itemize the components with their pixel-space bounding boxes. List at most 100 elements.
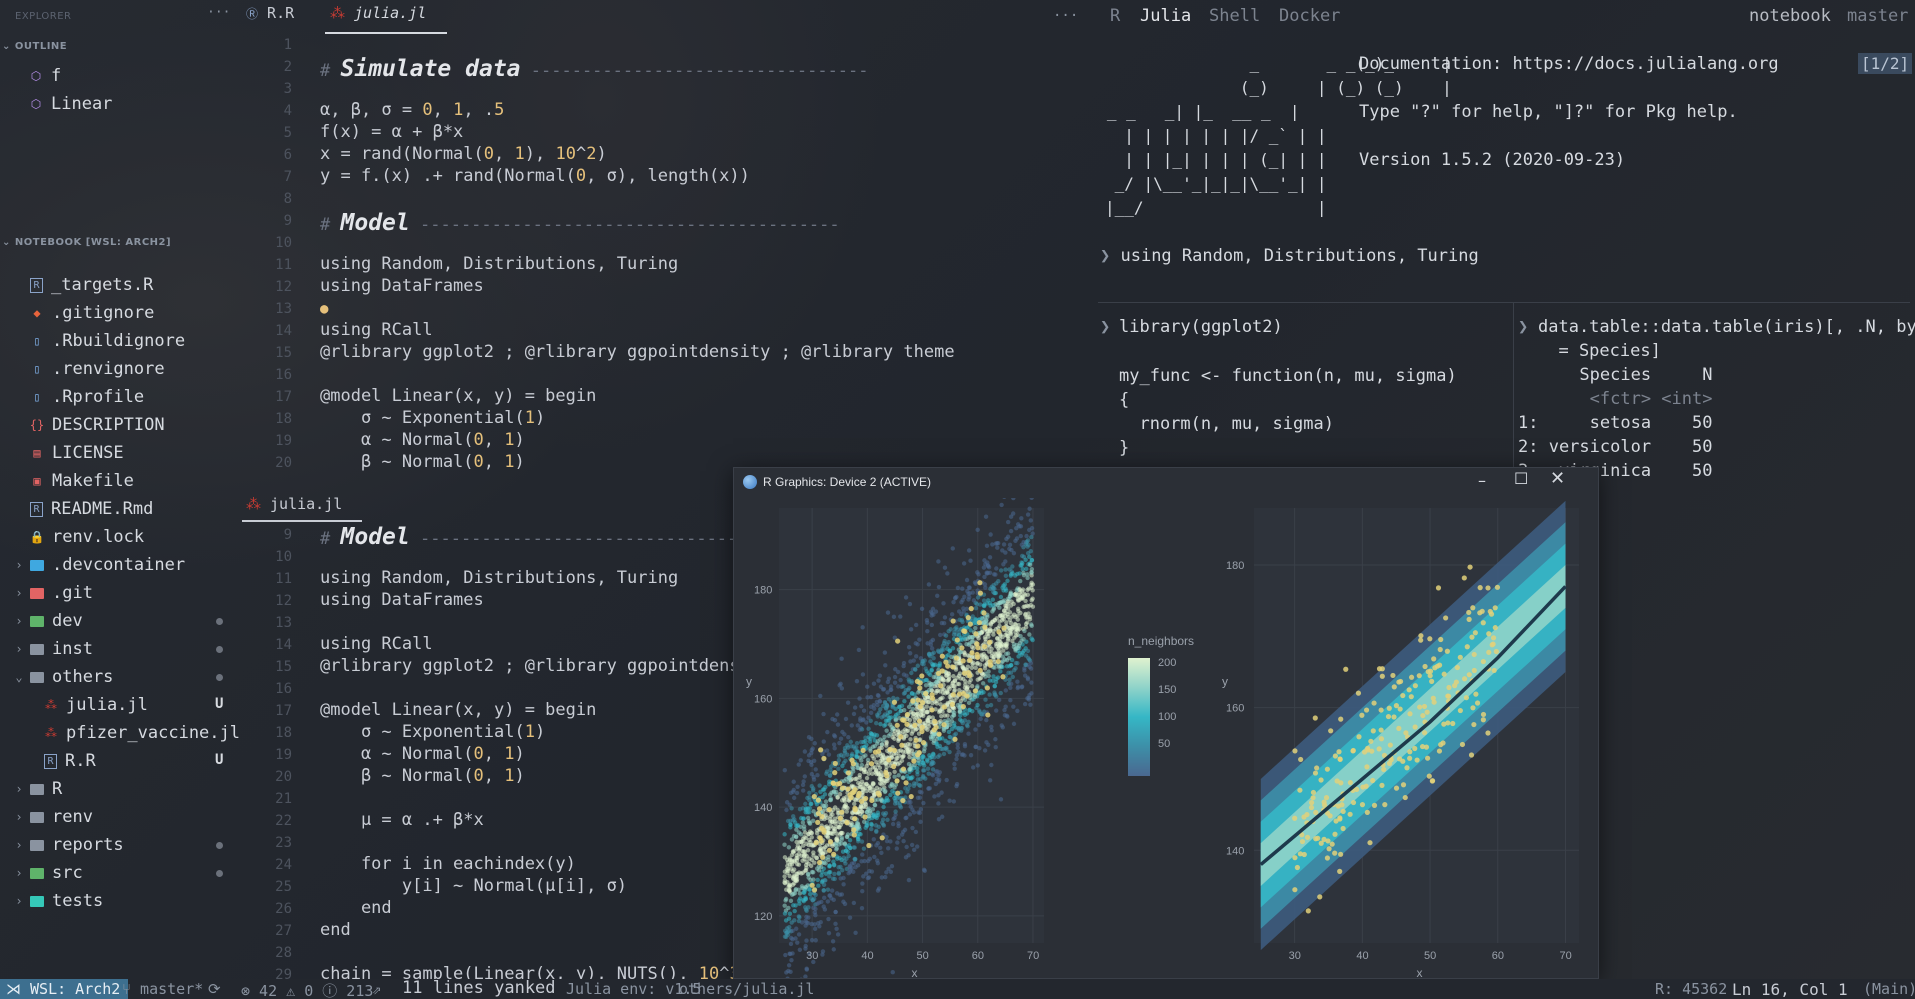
sample-point [929, 707, 935, 713]
cursor-position[interactable]: Ln 16, Col 1 [1732, 980, 1848, 999]
density-point [800, 848, 805, 854]
folder-item[interactable]: › src [12, 859, 82, 887]
density-point [811, 870, 816, 875]
graphics-titlebar[interactable]: R Graphics: Device 2 (ACTIVE) – ☐ ✕ [734, 468, 1598, 498]
untracked-badge: U [215, 696, 224, 712]
r-session[interactable]: R: 45362 [1655, 980, 1728, 998]
sample-point [950, 692, 956, 698]
density-point [961, 561, 967, 566]
density-point [1004, 664, 1010, 669]
file-item[interactable]: ▯ .Rbuildignore [26, 327, 185, 355]
density-point [892, 635, 898, 640]
density-point [1017, 626, 1022, 632]
density-point [918, 807, 924, 812]
remote-indicator[interactable]: ⋊ WSL: Arch2 [0, 979, 129, 999]
sample-point [900, 797, 906, 804]
file-item[interactable]: ◆ .gitignore [26, 299, 154, 327]
density-point [1026, 697, 1032, 702]
file-item[interactable]: R _targets.R [26, 271, 153, 299]
density-point [926, 699, 932, 705]
sync-icon[interactable]: ⟳ [208, 980, 221, 998]
sample-point [1376, 746, 1382, 752]
folder-item[interactable]: › renv [12, 803, 93, 831]
folder-item[interactable]: › dev [12, 607, 82, 635]
sample-point [1337, 868, 1343, 874]
file-item[interactable]: ▯ .Rprofile [26, 383, 144, 411]
tab-repl-shell[interactable]: Shell [1209, 6, 1261, 26]
sample-point [1356, 734, 1362, 740]
tab-notebook[interactable]: notebook [1749, 6, 1831, 26]
r-logo-icon [743, 475, 757, 489]
density-point [876, 710, 882, 716]
sample-point [1335, 803, 1341, 809]
problems-indicator[interactable]: ⊗ 42 ⚠ 0 ⓘ 213 [241, 982, 374, 999]
sample-point [1370, 777, 1376, 784]
r-graphics-window[interactable]: R Graphics: Device 2 (ACTIVE) – ☐ ✕ 180 1… [733, 467, 1599, 979]
density-point [812, 926, 818, 932]
close-button[interactable]: ✕ [1550, 468, 1566, 489]
editor-more-button[interactable]: ··· [1053, 8, 1079, 24]
sample-point [1338, 780, 1344, 786]
line-number: 28 [275, 945, 292, 961]
sample-point [1297, 851, 1303, 857]
density-point [1003, 573, 1009, 579]
code-line: using Random, Distributions, Turing [320, 254, 679, 274]
minimize-button[interactable]: – [1478, 471, 1486, 490]
outline-section[interactable]: ⌄ OUTLINE [2, 41, 67, 52]
sample-point [1001, 625, 1007, 631]
density-point [959, 599, 964, 605]
density-point [827, 864, 832, 869]
file-item[interactable]: ▤ LICENSE [26, 439, 123, 467]
density-point [874, 843, 879, 848]
tab-repl-docker[interactable]: Docker [1279, 6, 1341, 26]
density-point [843, 861, 848, 866]
explorer-more-button[interactable]: ··· [207, 5, 231, 20]
notebook-section[interactable]: ⌄ NOTEBOOK [WSL: ARCH2] [2, 237, 171, 248]
folder-item[interactable]: ⌄ others [12, 663, 113, 691]
density-point [991, 583, 996, 588]
outline-item-linear[interactable]: ⬡ Linear [25, 90, 113, 118]
density-point [960, 665, 965, 670]
density-point [786, 887, 792, 893]
density-point [936, 676, 941, 681]
folder-item[interactable]: › tests [12, 887, 103, 915]
density-point [939, 790, 944, 795]
sample-point [886, 757, 892, 763]
outline-item-f[interactable]: ⬡ f [25, 62, 62, 90]
file-item[interactable]: {} DESCRIPTION [26, 411, 165, 439]
file-item[interactable]: R README.Rmd [26, 495, 153, 523]
folder-item[interactable]: › reports [12, 831, 123, 859]
tab-repl-r[interactable]: R [1110, 6, 1121, 26]
file-item[interactable]: 🔒 renv.lock [26, 523, 145, 551]
density-point [783, 896, 789, 902]
branch-indicator[interactable]: ⑂ master* [122, 980, 203, 998]
tab-master[interactable]: master [1847, 6, 1909, 26]
maximize-button[interactable]: ☐ [1514, 469, 1529, 488]
r-file-icon: R [44, 753, 57, 769]
folder-item[interactable]: › inst [12, 635, 93, 663]
folder-item[interactable]: › .devcontainer [12, 551, 185, 579]
folder-item[interactable]: › R [12, 775, 62, 803]
y-tick-label: 140 [1226, 845, 1244, 857]
density-point [915, 769, 920, 774]
folder-item[interactable]: › .git [12, 579, 93, 607]
file-item[interactable]: R R.R [40, 747, 96, 775]
density-point [1009, 681, 1014, 687]
density-point [826, 916, 831, 922]
tab-r-r[interactable]: Ⓡ R.R [246, 4, 294, 22]
line-number: 23 [275, 835, 292, 851]
julia-env[interactable]: Julia env: v1.5 [566, 980, 702, 998]
sample-point [811, 793, 817, 800]
file-item[interactable]: ⁂ julia.jl [40, 691, 148, 719]
density-point [879, 745, 884, 751]
split-tab-julia-jl[interactable]: ⁂ julia.jl [246, 495, 342, 513]
tab-repl-julia[interactable]: Julia [1140, 6, 1192, 26]
sample-point [1359, 802, 1366, 808]
file-item[interactable]: ⁂ pfizer_vaccine.jl [40, 719, 240, 747]
density-point [955, 745, 960, 751]
file-item[interactable]: ▯ .renvignore [26, 355, 164, 383]
density-point [904, 815, 909, 820]
repl-input-line[interactable]: ❯ using Random, Distributions, Turing [1100, 246, 1479, 266]
tab-julia-jl[interactable]: ⁂ julia.jl [330, 4, 426, 22]
file-item[interactable]: ▣ Makefile [26, 467, 134, 495]
